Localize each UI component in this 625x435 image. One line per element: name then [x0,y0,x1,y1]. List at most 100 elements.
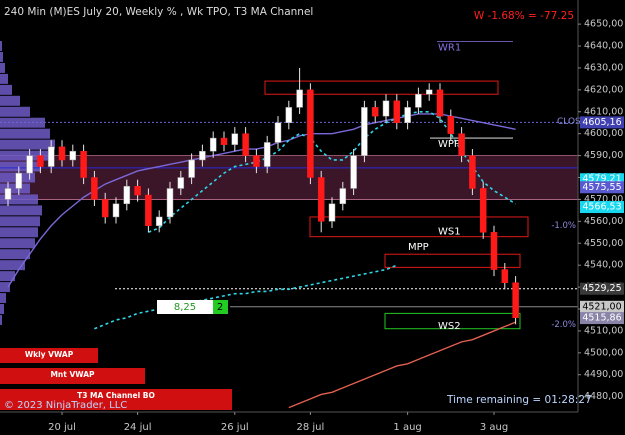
candle-body [253,155,260,167]
x-tick-label: 28 jul [296,422,324,433]
y-tick-label: 4540,00 [584,260,623,271]
price-tag [580,116,624,129]
indicator-tag [0,389,232,410]
candle-body [91,177,98,200]
profile-bar [0,128,50,139]
profile-bar [0,62,5,73]
pct-label: -2.0% [551,320,576,330]
counter-count-box [213,300,228,314]
candle-body [37,155,44,167]
price-tag-label: 4515,86 [582,313,621,324]
candle-body [415,93,422,108]
y-tick-label: 4510,00 [584,325,623,336]
profile-bar [0,183,30,194]
zone-box [264,80,499,95]
candle-body [479,188,487,233]
candle-body [447,115,455,134]
candle-body [155,216,163,226]
overlay-line [288,321,516,409]
profile-bar [0,304,4,314]
profile-bar [0,314,2,325]
candle-body [47,146,55,167]
y-tick-label: 4490,00 [584,369,623,380]
candle-body [307,89,314,178]
profile-bar [0,139,55,150]
candle-body [220,137,228,145]
profile-bar [0,216,40,227]
profile-bar [0,249,30,260]
candle-body [134,186,141,196]
candle-body [512,282,519,319]
candle-body [458,133,465,156]
candle-body [145,194,152,226]
status: W -1.68% = -77.25 [474,10,574,22]
candle-body [382,100,390,117]
x-tick-label: 26 jul [221,422,249,433]
candle-body [242,133,249,156]
profile-bar [0,84,12,95]
price-tag [580,300,624,313]
counter-box [157,300,213,314]
candle-body [501,269,509,283]
profile-bar [0,238,35,249]
candle-body [80,150,87,178]
y-tick-label: 4500,00 [584,347,623,358]
candle-body [361,107,368,156]
indicator-label: Wkly VWAP [25,350,74,359]
profile-bar [0,51,3,62]
indicator-label: T3 MA Channel BO [77,391,155,400]
price-tag [580,312,624,325]
copyright: © 2023 NinjaTrader, LLC [4,400,127,411]
candle-body [296,89,303,108]
price-tag [580,181,624,194]
candle-body [317,177,325,222]
y-tick-label: 4640,00 [584,41,623,52]
candle-body [490,232,498,270]
pivot-label: MPP [408,242,429,253]
y-tick-label: 4630,00 [584,62,623,73]
candle-body [26,155,33,174]
y-tick-label: 4620,00 [584,84,623,95]
candle-body [199,150,206,161]
profile-bar [0,227,38,238]
candle-body [263,142,271,167]
profile-bar [0,41,2,52]
price-tag-label: 4566,53 [582,202,621,213]
level-text: CLOS [557,117,581,127]
candle-body [166,188,174,218]
profile-bar [0,150,48,161]
y-tick-label: 4650,00 [584,19,623,30]
profile-bar [0,260,25,271]
candle-body [274,122,282,143]
pivot-label: WS1 [438,227,461,238]
candle-body [393,100,401,123]
price-tag-label: 4579,21 [582,174,621,185]
price-tag-label: 4529,25 [582,283,621,294]
zone-box [384,253,521,268]
indicator-tag [0,368,145,384]
candle-body [58,146,66,161]
candle-body [469,155,476,189]
pct-label: -1.0% [551,221,576,231]
price-tag [580,282,624,295]
price-tag-label: 4605,16 [582,117,621,128]
profile-bar [0,95,20,106]
x-tick-label: 20 jul [48,422,76,433]
overlay-line [148,110,517,234]
indicator-label: Mnt VWAP [50,370,95,379]
y-tick-label: 4600,00 [584,128,623,139]
profile-bar [0,282,10,293]
chart-title: 240 Min (M)ES July 20, Weekly % , Wk TPO… [4,6,313,18]
candle-body [404,107,411,123]
candle-body [209,137,217,152]
pivot-label: WR1 [438,43,461,54]
x-tick-label: 24 jul [124,422,152,433]
candle-body [177,177,185,189]
profile-bar [0,271,15,282]
profile-bar [0,73,8,84]
candle-body [285,107,293,123]
profile-bar [0,194,38,205]
x-tick-label: 1 aug [393,422,421,433]
candle-body [328,203,336,222]
